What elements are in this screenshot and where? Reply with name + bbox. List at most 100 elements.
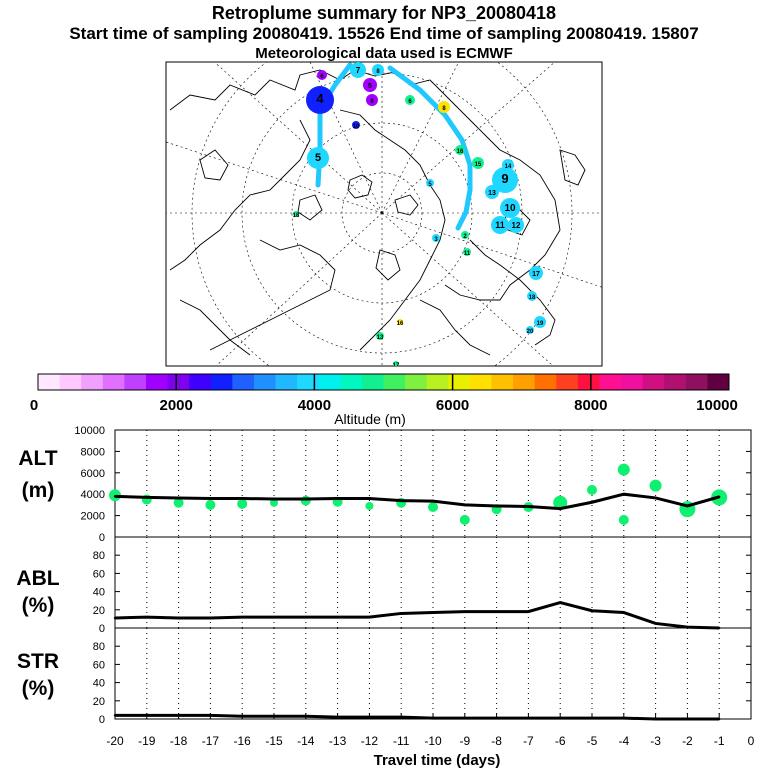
altitude-marker (237, 498, 248, 509)
colorbar-label: Altitude (m) (334, 411, 406, 427)
x-tick-label: -17 (202, 734, 220, 748)
altitude-marker (428, 502, 438, 513)
alt-panel: 0 2000 4000 6000 8000 10000 (74, 425, 752, 544)
data-point (431, 499, 435, 503)
plume-cluster-marker (534, 316, 546, 328)
colorbar-cell (491, 374, 514, 390)
plume-cluster-label: 13 (377, 335, 384, 341)
data-point (654, 496, 657, 500)
series-line (115, 713, 720, 721)
plume-cluster-label: 8 (442, 106, 446, 112)
colorbar-cell (297, 374, 320, 390)
sampling-times: Start time of sampling 20080419. 15526 E… (69, 24, 699, 43)
plume-cluster-marker (461, 231, 469, 239)
panel-axis-label: (m) (22, 479, 55, 502)
x-tick-label: -18 (170, 734, 188, 748)
meridians (166, 62, 602, 366)
plume-cluster-marker (502, 159, 514, 171)
data-point (113, 495, 117, 498)
altitude-marker (365, 501, 374, 510)
data-point (177, 496, 180, 500)
x-tick-label: 0 (748, 734, 755, 748)
series-line (114, 600, 720, 630)
colorbar-cell (534, 374, 557, 390)
plume-cluster-label: 11 (464, 251, 471, 257)
colorbar-cell (383, 374, 406, 390)
plume-cluster-marker (317, 70, 327, 80)
plume-cluster-label: 9 (501, 171, 508, 186)
plume-cluster-marker (485, 185, 499, 199)
colorbar-cell (59, 374, 82, 390)
plume-cluster-marker (376, 332, 384, 340)
data-point (241, 497, 244, 500)
data-point (654, 622, 657, 625)
plume-cluster-label: 4 (316, 91, 324, 106)
data-point (495, 610, 498, 613)
altitude-marker (270, 498, 278, 507)
plume-cluster-label: 6 (320, 74, 324, 80)
data-point (622, 611, 625, 614)
panel-axis-label: (%) (22, 594, 55, 617)
colorbar-cell (145, 374, 169, 390)
data-point (718, 495, 721, 499)
panel-axis-label: ABL (16, 567, 59, 590)
x-tick-label: -2 (682, 734, 693, 748)
plume-cluster-marker (350, 62, 366, 78)
y-tick-label: 4000 (81, 489, 105, 501)
y-tick-label: 80 (93, 550, 105, 562)
colorbar-cell (707, 374, 730, 390)
altitude-marker (649, 479, 662, 492)
plume-cluster-label: 6 (370, 99, 374, 105)
plume-cluster-label: 11 (495, 220, 505, 230)
data-point (241, 615, 244, 619)
y-tick-label: 8000 (81, 446, 105, 458)
colorbar-cell (232, 374, 255, 390)
y-tick-label: 0 (99, 532, 105, 544)
plume-cluster-marker (366, 94, 378, 106)
data-point (686, 504, 689, 508)
data-point (559, 601, 562, 604)
plume-cluster-label: 12 (512, 221, 521, 230)
x-tick-label: -1 (714, 734, 725, 748)
y-tick-label: 20 (93, 696, 105, 708)
altitude-colorbar: 0 2000 4000 6000 8000 10000 Altitude (m) (30, 373, 738, 427)
plume-cluster-marker (508, 217, 524, 233)
plume-cluster-marker (307, 147, 329, 169)
y-tick-label: 2000 (81, 511, 105, 523)
panel-axis-label: ALT (18, 447, 57, 470)
y-tick-label: 60 (93, 568, 105, 580)
colorbar-cell (642, 374, 665, 390)
x-tick-label: -20 (106, 734, 124, 748)
y-tick-label: 0 (99, 623, 105, 635)
altitude-marker (617, 463, 630, 476)
str-panel: 0 20 40 60 80 (93, 627, 752, 726)
data-point (145, 496, 148, 499)
colorbar-cell (685, 374, 708, 390)
x-tick-label: -19 (138, 734, 156, 748)
data-point (400, 612, 403, 615)
data-point (209, 616, 212, 620)
met-data-note: Meteorological data used is ECMWF (255, 45, 513, 62)
colorbar-cell (253, 374, 277, 390)
data-point (304, 497, 307, 501)
plume-cluster-marker (426, 179, 434, 187)
plume-cluster-label: 2 (463, 234, 467, 240)
plume-cluster-marker (372, 64, 384, 76)
colorbar-cell (448, 374, 471, 390)
plume-cluster-marker (455, 145, 465, 155)
altitude-marker (173, 497, 184, 508)
colorbar-cell (664, 374, 687, 390)
plume-cluster-label: 17 (532, 271, 540, 278)
data-point (463, 503, 466, 507)
panel-axis-label: STR (17, 650, 59, 673)
altitude-marker (205, 499, 216, 510)
colorbar-cell (405, 374, 428, 390)
data-point (527, 610, 530, 613)
x-tick-label: -11 (393, 734, 410, 748)
plume-cluster-marker (491, 216, 509, 234)
colorbar-tick-label: 8000 (574, 397, 607, 414)
data-point (145, 615, 148, 619)
